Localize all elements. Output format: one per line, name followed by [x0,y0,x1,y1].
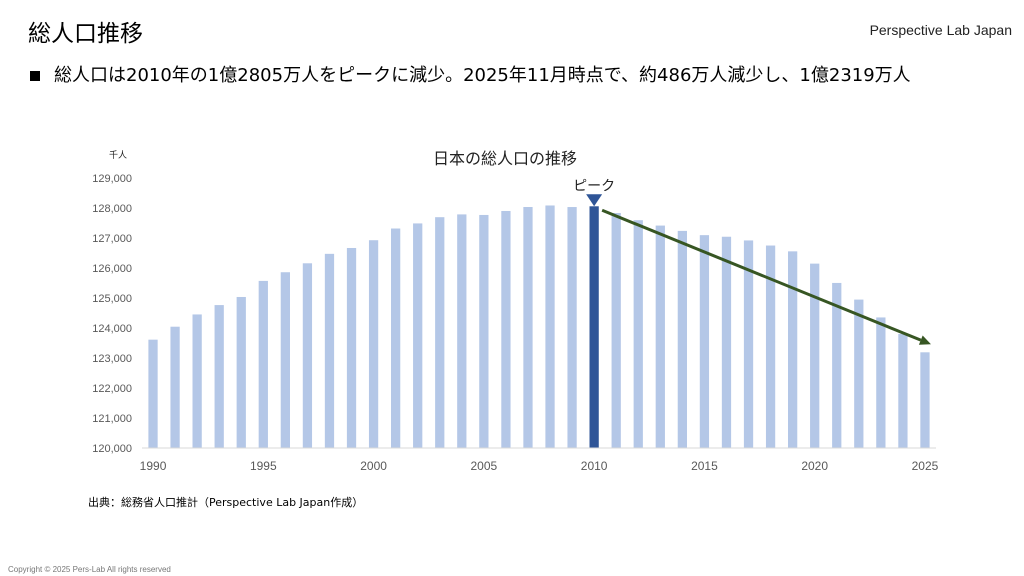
bar-2006 [501,210,511,448]
bar-1994 [236,296,246,448]
summary-bullet: 総人口は2010年の1億2805万人をピークに減少。2025年11月時点で、約4… [30,64,990,88]
bar-1999 [346,247,357,448]
y-tick-label: 125,000 [92,293,132,305]
y-tick-label: 128,000 [92,203,132,215]
bar-1991 [170,326,180,448]
source-note: 出典：総務省人口推計（Perspective Lab Japan作成） [88,496,364,509]
peak-marker-icon [586,194,603,207]
y-tick-label: 121,000 [92,413,132,425]
bar-2019 [788,251,798,448]
bar-1998 [324,253,335,448]
page-title: 総人口推移 [28,21,143,47]
x-tick-label: 2020 [801,459,828,473]
bar-2014 [677,230,687,448]
x-tick-label: 2015 [691,459,718,473]
x-tick-label: 1995 [250,459,277,473]
bar-1990 [148,339,158,448]
bar-2007 [523,207,533,448]
bar-2017 [743,240,754,448]
bar-2021 [832,282,842,448]
y-tick-label: 123,000 [92,353,132,365]
bar-2020 [810,263,820,448]
trend-arrow-head-icon [918,335,931,345]
trend-arrow-line [601,208,922,342]
y-tick-label: 126,000 [92,263,132,275]
bar-2008 [545,205,555,448]
copyright: Copyright © 2025 Pers-Lab All rights res… [8,565,171,574]
square-bullet-icon [30,71,40,81]
bar-2004 [457,214,467,448]
bar-2016 [721,236,732,448]
x-tick-label: 2005 [471,459,498,473]
y-tick-label: 122,000 [92,383,132,395]
bar-2018 [765,245,776,448]
bar-2015 [699,235,710,448]
y-tick-label: 129,000 [92,173,132,185]
bar-2025 [920,352,930,448]
bar-2001 [391,228,401,448]
bar-2011 [611,212,621,448]
x-tick-label: 2025 [912,459,939,473]
peak-label: ピーク [573,178,615,194]
bar-2005 [479,214,489,448]
bar-2003 [435,217,445,448]
y-tick-label: 120,000 [92,443,132,455]
y-tick-label: 124,000 [92,323,132,335]
bar-peak-2010 [589,206,599,448]
bar-1995 [258,280,268,448]
bar-2013 [655,225,665,448]
bar-1997 [302,263,313,448]
bar-1992 [192,314,202,448]
bar-2023 [876,317,886,448]
bar-2002 [413,223,423,448]
bar-1996 [280,272,290,448]
bar-2000 [368,240,379,448]
x-tick-label: 2010 [581,459,608,473]
x-tick-label: 2000 [360,459,387,473]
x-tick-label: 1990 [140,459,167,473]
y-tick-label: 127,000 [92,233,132,245]
chart-title: 日本の総人口の推移 [433,149,577,168]
bar-1993 [214,305,224,448]
bar-2024 [898,333,908,448]
bar-2009 [567,207,577,448]
summary-text: 総人口は2010年の1億2805万人をピークに減少。2025年11月時点で、約4… [54,65,911,86]
bar-2022 [854,299,864,448]
y-unit-label: 千人 [109,150,127,161]
bar-2012 [633,220,643,448]
brand-name: Perspective Lab Japan [869,22,1012,38]
